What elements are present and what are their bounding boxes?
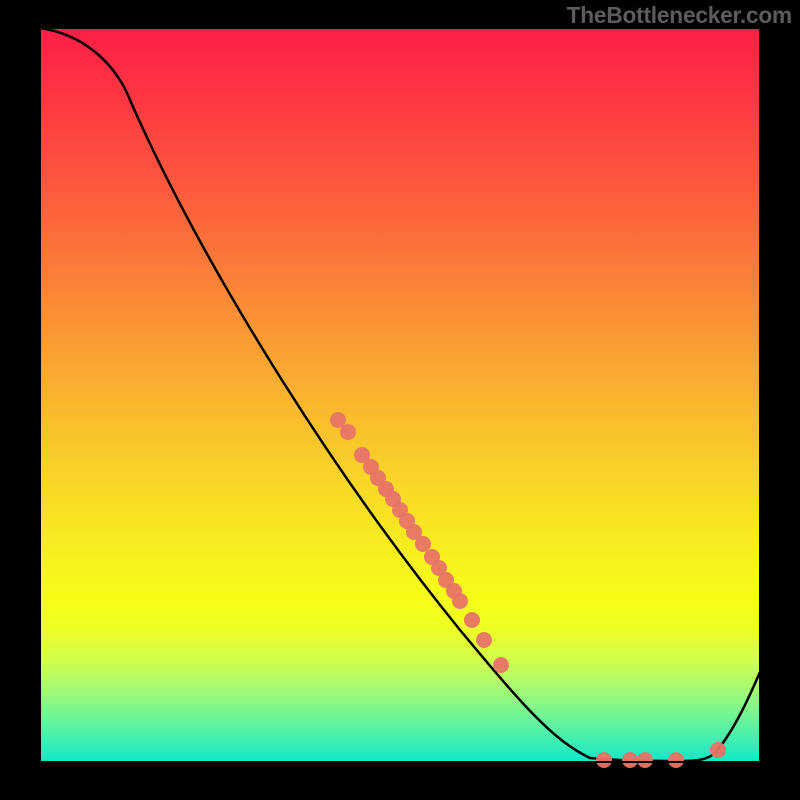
data-marker xyxy=(340,424,356,440)
data-marker xyxy=(668,752,684,768)
chart-container: TheBottlenecker.com xyxy=(0,0,800,800)
data-marker xyxy=(452,593,468,609)
data-marker xyxy=(415,536,431,552)
data-marker xyxy=(493,657,509,673)
data-marker xyxy=(622,752,638,768)
data-marker xyxy=(476,632,492,648)
data-marker xyxy=(596,752,612,768)
data-marker xyxy=(464,612,480,628)
data-marker xyxy=(710,742,726,758)
data-marker xyxy=(637,752,653,768)
bottleneck-curve-chart xyxy=(0,0,800,800)
watermark-label: TheBottlenecker.com xyxy=(567,2,792,29)
